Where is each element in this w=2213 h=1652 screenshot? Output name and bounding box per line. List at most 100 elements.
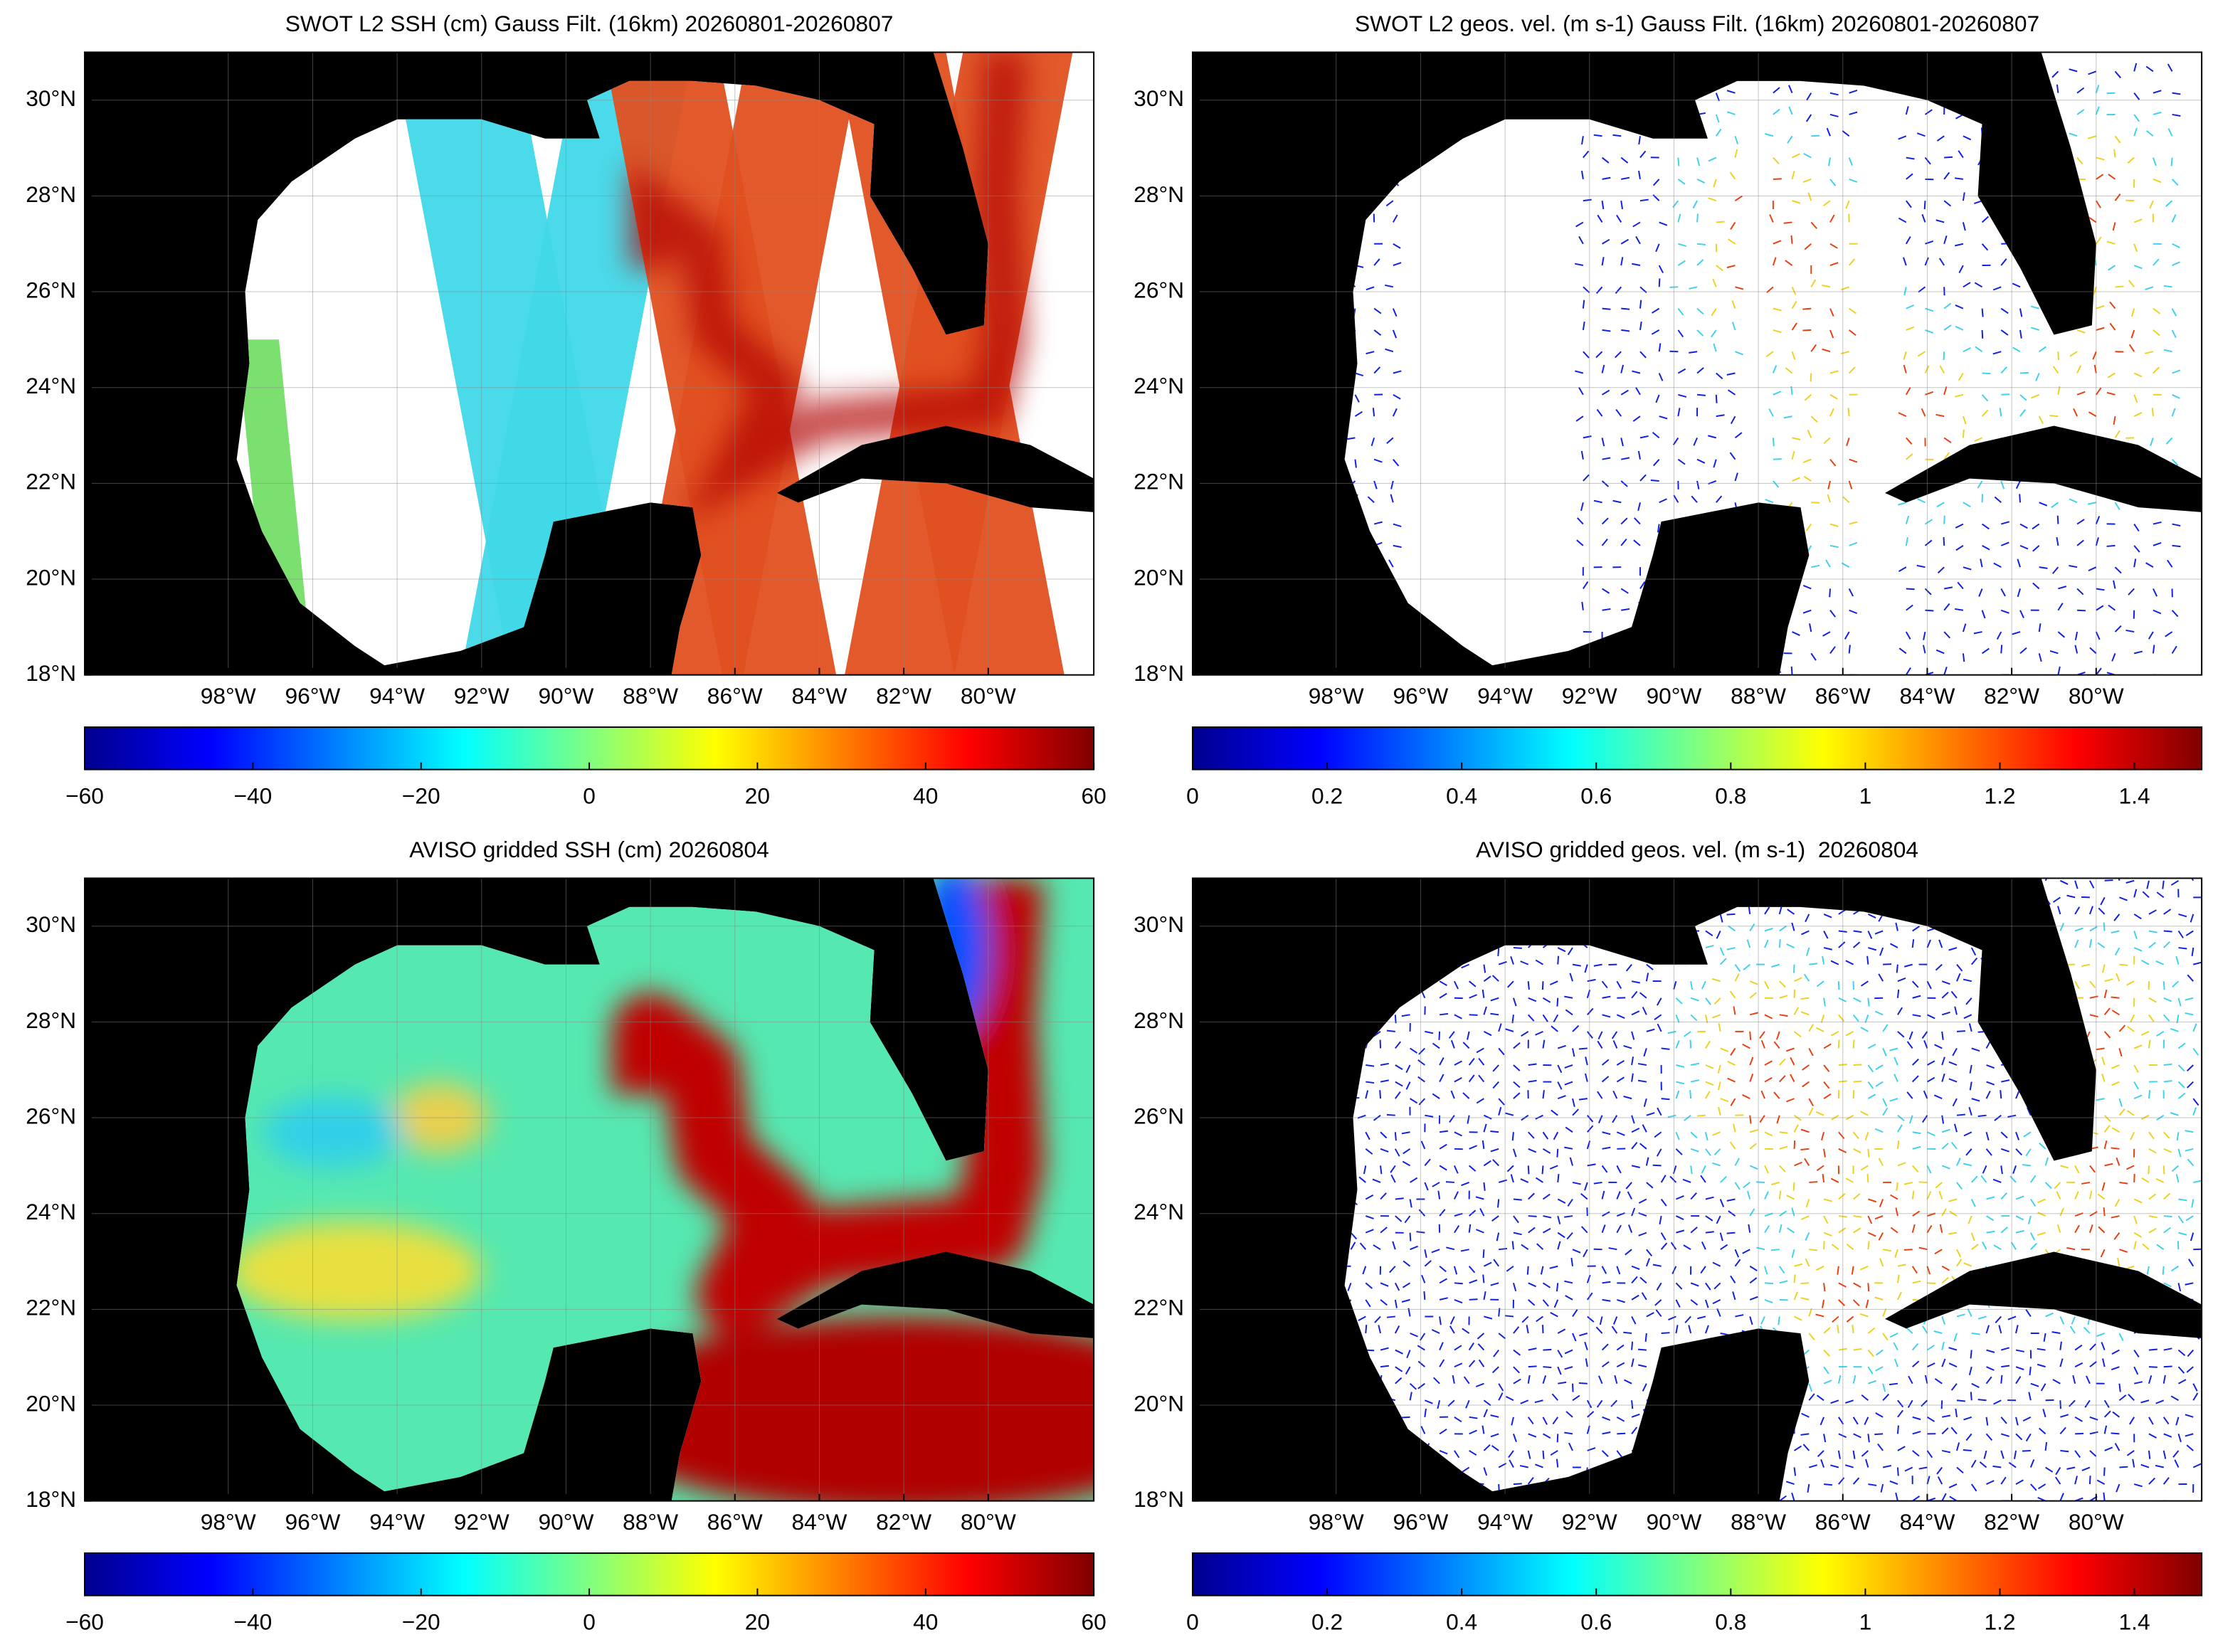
colorbar-tick-label: −20 (402, 1609, 440, 1635)
map-frame (1191, 877, 2203, 1502)
lon-tick-label: 96°W (285, 1509, 340, 1535)
lon-tick-label: 86°W (1815, 683, 1871, 709)
lon-tick-label: 82°W (876, 683, 931, 709)
colorbar-tick-label: −60 (65, 783, 104, 809)
colorbar-tick-label: 1.2 (1984, 1609, 2015, 1635)
lon-tick-label: 90°W (1646, 683, 1701, 709)
lat-tick-label: 24°N (1134, 373, 1184, 398)
colorbar-tick-label: 0.4 (1446, 1609, 1477, 1635)
colorbar-tick-label: 0.4 (1446, 783, 1477, 809)
cuba-land (1885, 1251, 2202, 1338)
lon-tick-label: 96°W (1393, 1509, 1448, 1535)
cool-region (263, 1096, 405, 1167)
lon-tick-label: 98°W (1309, 683, 1364, 709)
lon-tick-label: 86°W (707, 1509, 763, 1535)
lat-tick-label: 28°N (26, 181, 76, 207)
lat-tick-label: 28°N (1134, 181, 1184, 207)
lat-tick-label: 18°N (1134, 660, 1184, 686)
colorbar-tick-label: 1.4 (2119, 783, 2150, 809)
lon-tick-label: 88°W (1731, 683, 1786, 709)
map-frame (1191, 51, 2203, 676)
lat-tick-label: 24°N (1134, 1199, 1184, 1224)
lon-tick-label: 94°W (369, 683, 425, 709)
colorbar-tick-label: 1.2 (1984, 783, 2015, 809)
lat-tick-label: 18°N (1134, 1486, 1184, 1512)
colorbar-tick-label: −20 (402, 783, 440, 809)
colorbar-tick-label: 0 (583, 1609, 596, 1635)
cuba-land (1885, 425, 2202, 512)
panel-title: SWOT L2 geos. vel. (m s-1) Gauss Filt. (… (1355, 11, 2039, 36)
lon-tick-label: 80°W (2069, 1509, 2124, 1535)
lon-tick-label: 92°W (454, 683, 509, 709)
lat-tick-label: 30°N (26, 911, 76, 937)
colorbar-tick-label: 0.8 (1715, 1609, 1746, 1635)
lat-tick-label: 20°N (26, 564, 76, 590)
lat-tick-label: 30°N (26, 85, 76, 111)
lon-tick-label: 80°W (2069, 683, 2124, 709)
cuba-land (777, 1251, 1094, 1338)
lon-tick-label: 80°W (961, 1509, 1016, 1535)
colorbar-tick-label: 0.8 (1715, 783, 1746, 809)
lon-tick-label: 84°W (791, 683, 847, 709)
lon-tick-label: 84°W (791, 1509, 847, 1535)
lon-tick-label: 86°W (707, 683, 763, 709)
lat-tick-label: 22°N (1134, 469, 1184, 494)
colorbar-tick-label: 40 (913, 1609, 938, 1635)
lon-tick-label: 98°W (201, 1509, 256, 1535)
lon-tick-label: 96°W (1393, 683, 1448, 709)
lat-tick-label: 26°N (26, 1103, 76, 1128)
lat-tick-label: 20°N (26, 1390, 76, 1416)
colorbar-tick-label: 0 (1186, 1609, 1199, 1635)
colorbar-tick-label: 1 (1859, 1609, 1872, 1635)
lon-tick-label: 82°W (1984, 1509, 2039, 1535)
lat-tick-label: 20°N (1134, 564, 1184, 590)
cuba-land (777, 425, 1094, 512)
lon-tick-label: 80°W (961, 683, 1016, 709)
lon-tick-label: 94°W (1477, 683, 1533, 709)
lat-tick-label: 22°N (26, 469, 76, 494)
lon-tick-label: 82°W (876, 1509, 931, 1535)
lat-tick-label: 28°N (1134, 1007, 1184, 1033)
lon-tick-label: 94°W (1477, 1509, 1533, 1535)
colorbar-tick-label: 0.6 (1580, 783, 1612, 809)
lon-tick-label: 92°W (454, 1509, 509, 1535)
lat-tick-label: 18°N (26, 1486, 76, 1512)
lat-tick-label: 22°N (26, 1295, 76, 1320)
lat-tick-label: 24°N (26, 1199, 76, 1224)
map-panel: SWOT L2 SSH (cm) Gauss Filt. (16km) 2026… (26, 11, 1106, 809)
colorbar (1191, 1552, 2203, 1597)
colorbar-tick-label: −40 (233, 1609, 272, 1635)
colorbar-tick-label: 0 (583, 783, 596, 809)
colorbar-tick-label: 60 (1081, 783, 1106, 809)
colorbar-tick-label: 40 (913, 783, 938, 809)
colorbar-tick-label: 20 (745, 1609, 770, 1635)
lon-tick-label: 90°W (1646, 1509, 1701, 1535)
lon-tick-label: 96°W (285, 683, 340, 709)
lon-tick-label: 88°W (1731, 1509, 1786, 1535)
lat-tick-label: 20°N (1134, 1390, 1184, 1416)
map-frame (84, 877, 1095, 1502)
lat-tick-label: 26°N (1134, 277, 1184, 302)
colorbar-tick-label: −40 (233, 783, 272, 809)
lon-tick-label: 82°W (1984, 683, 2039, 709)
lat-tick-label: 26°N (1134, 1103, 1184, 1128)
lon-tick-label: 98°W (201, 683, 256, 709)
lon-tick-label: 94°W (369, 1509, 425, 1535)
lon-tick-label: 90°W (538, 1509, 593, 1535)
warm-eddy (236, 1222, 482, 1320)
panel-title: AVISO gridded SSH (cm) 20260804 (409, 837, 769, 862)
map-panel: AVISO gridded geos. vel. (m s-1) 2026080… (1134, 837, 2203, 1635)
lat-tick-label: 30°N (1134, 911, 1184, 937)
colorbar-tick-label: 0.6 (1580, 1609, 1612, 1635)
colorbar-tick-label: 1 (1859, 783, 1872, 809)
colorbar-tick-label: 60 (1081, 1609, 1106, 1635)
lon-tick-label: 84°W (1899, 683, 1955, 709)
lon-tick-label: 98°W (1309, 1509, 1364, 1535)
colorbar (1191, 726, 2203, 771)
colorbar-tick-label: 0.2 (1311, 1609, 1343, 1635)
lon-tick-label: 92°W (1562, 683, 1617, 709)
colorbar-tick-label: −60 (65, 1609, 104, 1635)
colorbar-tick-label: 1.4 (2119, 1609, 2150, 1635)
map-panel: AVISO gridded SSH (cm) 20260804 98°W 96°W 9… (26, 837, 1106, 1635)
